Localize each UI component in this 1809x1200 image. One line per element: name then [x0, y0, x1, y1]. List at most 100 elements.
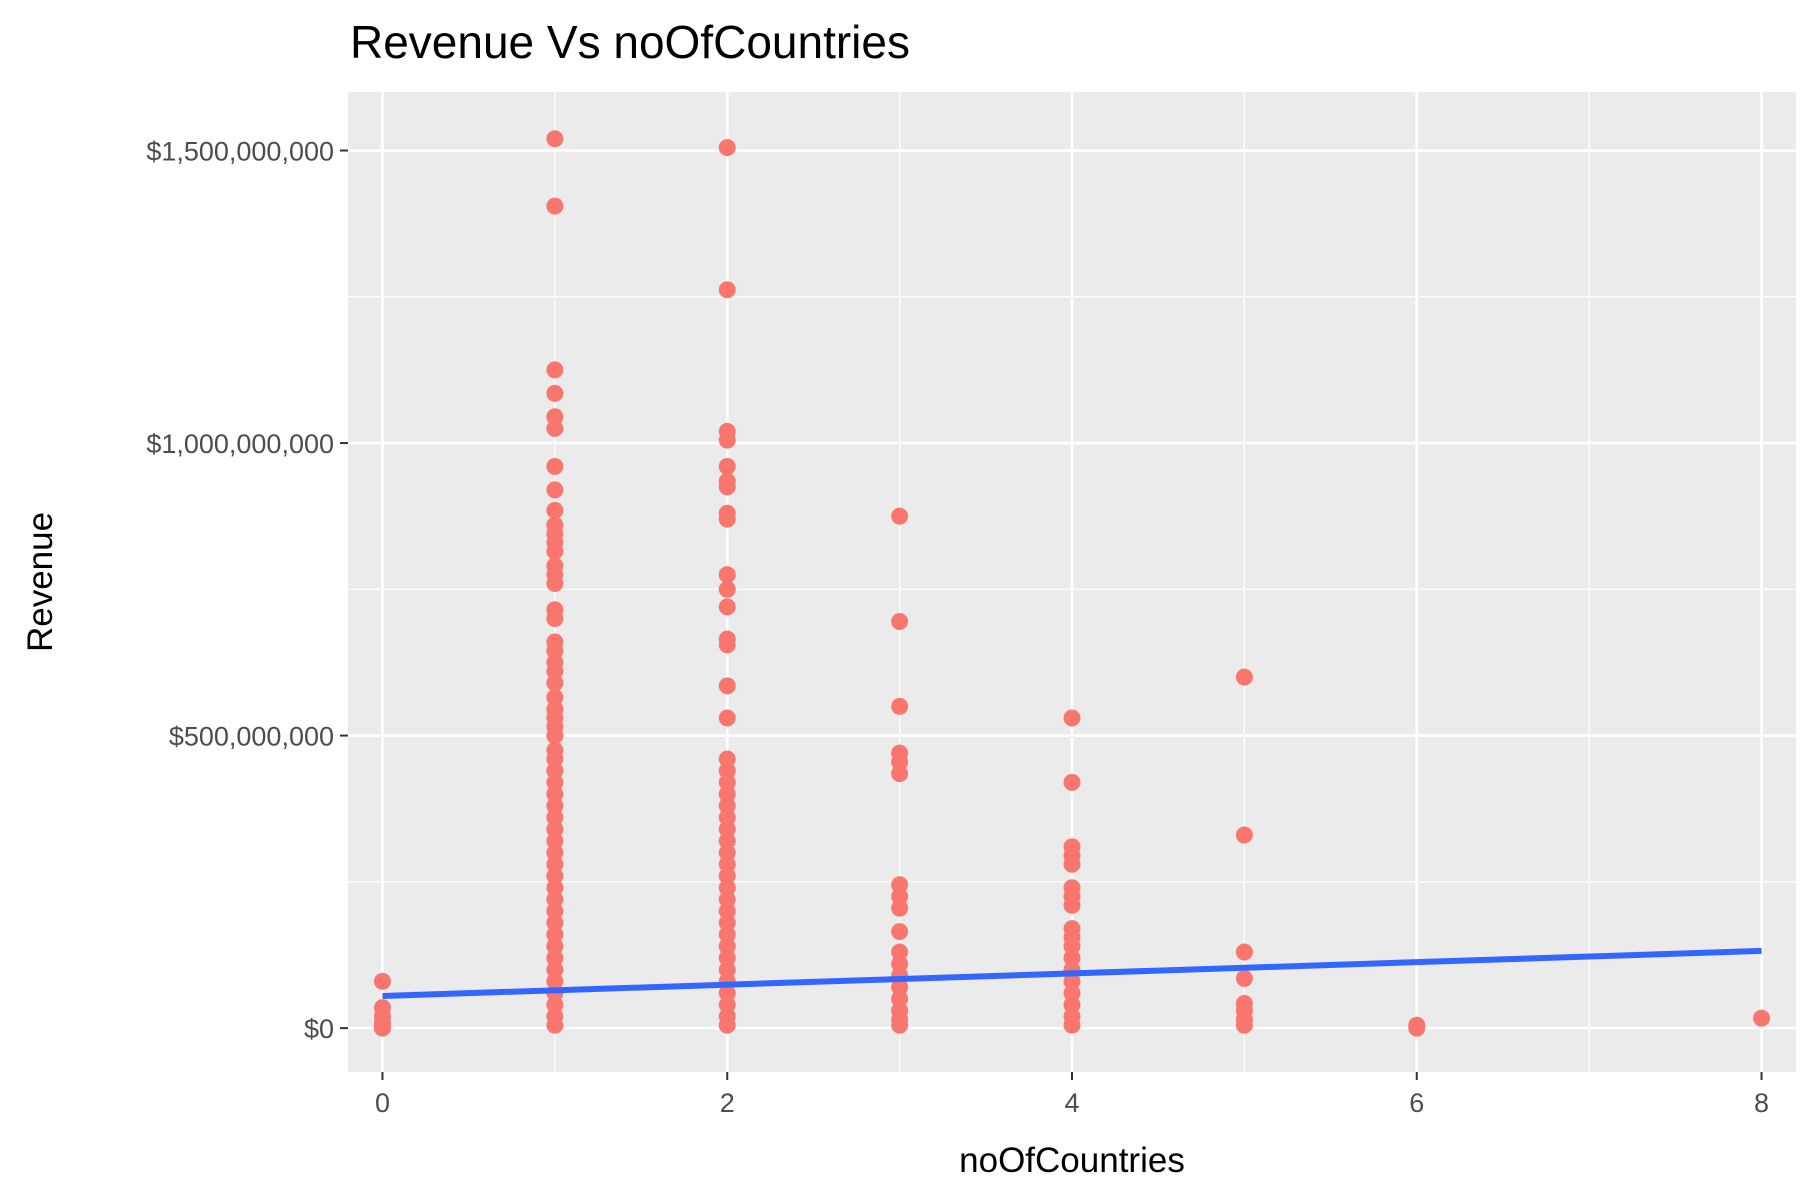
data-point [546, 820, 564, 838]
data-point [718, 139, 736, 157]
data-point [891, 507, 909, 525]
x-tick-label: 6 [1409, 1088, 1424, 1118]
data-point [718, 636, 736, 654]
data-point [546, 797, 564, 815]
y-tick-label: $1,500,000,000 [146, 137, 334, 167]
data-point [718, 867, 736, 885]
data-point [546, 361, 564, 379]
data-point [718, 773, 736, 791]
trend-line [382, 947, 1762, 999]
data-point [718, 820, 736, 838]
data-point [546, 727, 564, 745]
data-point [1063, 896, 1081, 914]
data-point [891, 765, 909, 783]
data-point [546, 972, 564, 990]
data-point [1235, 1016, 1253, 1034]
data-point [718, 949, 736, 967]
data-point [891, 943, 909, 961]
data-point [546, 902, 564, 920]
data-point [373, 999, 391, 1017]
data-point [718, 855, 736, 873]
data-point [718, 961, 736, 979]
data-point [891, 697, 909, 715]
data-point [718, 762, 736, 780]
data-point [1063, 855, 1081, 873]
data-point [718, 1016, 736, 1034]
y-tick-label: $0 [304, 1014, 334, 1044]
data-point [718, 844, 736, 862]
data-points [373, 130, 1771, 1037]
data-point [1063, 1016, 1081, 1034]
data-point [546, 574, 564, 592]
data-point [1063, 984, 1081, 1002]
data-point [546, 785, 564, 803]
data-point [546, 662, 564, 680]
data-point [718, 914, 736, 932]
data-point [546, 408, 564, 426]
data-point [546, 773, 564, 791]
data-point [546, 996, 564, 1014]
data-point [546, 750, 564, 768]
data-point [891, 876, 909, 894]
data-point [546, 481, 564, 499]
data-point [718, 750, 736, 768]
y-axis-title: Revenue [21, 512, 60, 652]
data-point [546, 457, 564, 475]
data-point [546, 610, 564, 628]
data-point [546, 914, 564, 932]
data-point [891, 955, 909, 973]
data-point [718, 281, 736, 299]
chart-title: Revenue Vs noOfCountries [350, 16, 910, 68]
data-point [1235, 943, 1253, 961]
data-point [891, 612, 909, 630]
data-point [546, 808, 564, 826]
data-point [546, 961, 564, 979]
data-point [718, 996, 736, 1014]
data-point [718, 677, 736, 695]
data-point [891, 753, 909, 771]
data-point [1063, 709, 1081, 727]
data-point [1063, 996, 1081, 1014]
data-point [546, 501, 564, 519]
data-point [718, 937, 736, 955]
x-axis-title: noOfCountries [959, 1141, 1185, 1180]
data-point [373, 972, 391, 990]
data-point [546, 642, 564, 660]
data-point [718, 457, 736, 475]
data-point [546, 937, 564, 955]
data-point [891, 990, 909, 1008]
data-point [546, 689, 564, 707]
data-point [718, 902, 736, 920]
data-point [718, 808, 736, 826]
data-point [718, 890, 736, 908]
data-point [546, 867, 564, 885]
data-point [718, 478, 736, 496]
data-point [546, 890, 564, 908]
data-point [1063, 937, 1081, 955]
data-point [1235, 826, 1253, 844]
data-point [546, 926, 564, 944]
data-point [546, 762, 564, 780]
axes: 0 2 4 6 8 $0 $500,000,000 $1,000,000,000 $1,500,… [146, 137, 1769, 1118]
data-point [1063, 972, 1081, 990]
data-point [718, 797, 736, 815]
data-point [546, 384, 564, 402]
data-point [546, 130, 564, 148]
data-point [546, 419, 564, 437]
x-tick-label: 4 [1064, 1088, 1079, 1118]
data-point [546, 879, 564, 897]
data-point [718, 984, 736, 1002]
data-point [891, 887, 909, 905]
data-point [546, 855, 564, 873]
data-point [1235, 668, 1253, 686]
x-tick-label: 0 [375, 1088, 390, 1118]
data-point [546, 1016, 564, 1034]
data-point [718, 709, 736, 727]
trend-line-layer [382, 947, 1762, 999]
data-point [1235, 969, 1253, 987]
data-point [718, 431, 736, 449]
data-point [1063, 949, 1081, 967]
data-point [1408, 1019, 1426, 1037]
data-point [546, 949, 564, 967]
